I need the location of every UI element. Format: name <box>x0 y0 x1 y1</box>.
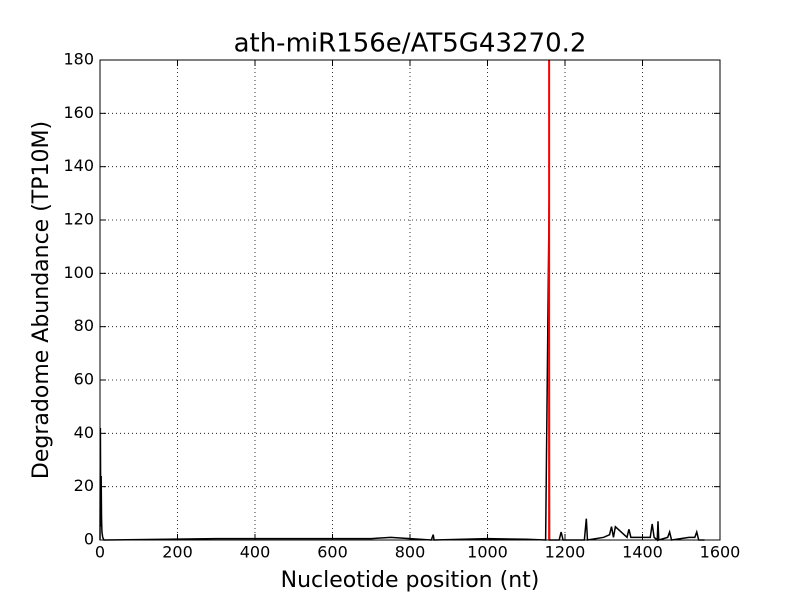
y-tick-label: 140 <box>63 156 94 175</box>
y-tick-label: 0 <box>84 530 94 549</box>
y-tick-label: 40 <box>74 423 94 442</box>
y-tick-label: 60 <box>74 370 94 389</box>
y-tick-label: 180 <box>63 50 94 69</box>
x-tick-label: 1200 <box>545 543 586 562</box>
x-tick-label: 400 <box>240 543 271 562</box>
plot-frame <box>99 59 721 541</box>
y-tick-label: 80 <box>74 316 94 335</box>
y-tick-label: 160 <box>63 103 94 122</box>
x-tick-label: 1600 <box>700 543 741 562</box>
x-tick-label: 200 <box>162 543 193 562</box>
y-tick-label: 100 <box>63 263 94 282</box>
x-tick-label: 600 <box>317 543 348 562</box>
y-tick-label: 120 <box>63 210 94 229</box>
y-tick-label: 20 <box>74 476 94 495</box>
x-tick-label: 1000 <box>467 543 508 562</box>
y-axis-label: Degradome Abundance (TP10M) <box>29 121 54 479</box>
x-tick-label: 800 <box>395 543 426 562</box>
x-axis-label: Nucleotide position (nt) <box>281 568 540 593</box>
x-tick-label: 1400 <box>622 543 663 562</box>
x-tick-label: 0 <box>95 543 105 562</box>
chart-title: ath-miR156e/AT5G43270.2 <box>234 29 587 59</box>
